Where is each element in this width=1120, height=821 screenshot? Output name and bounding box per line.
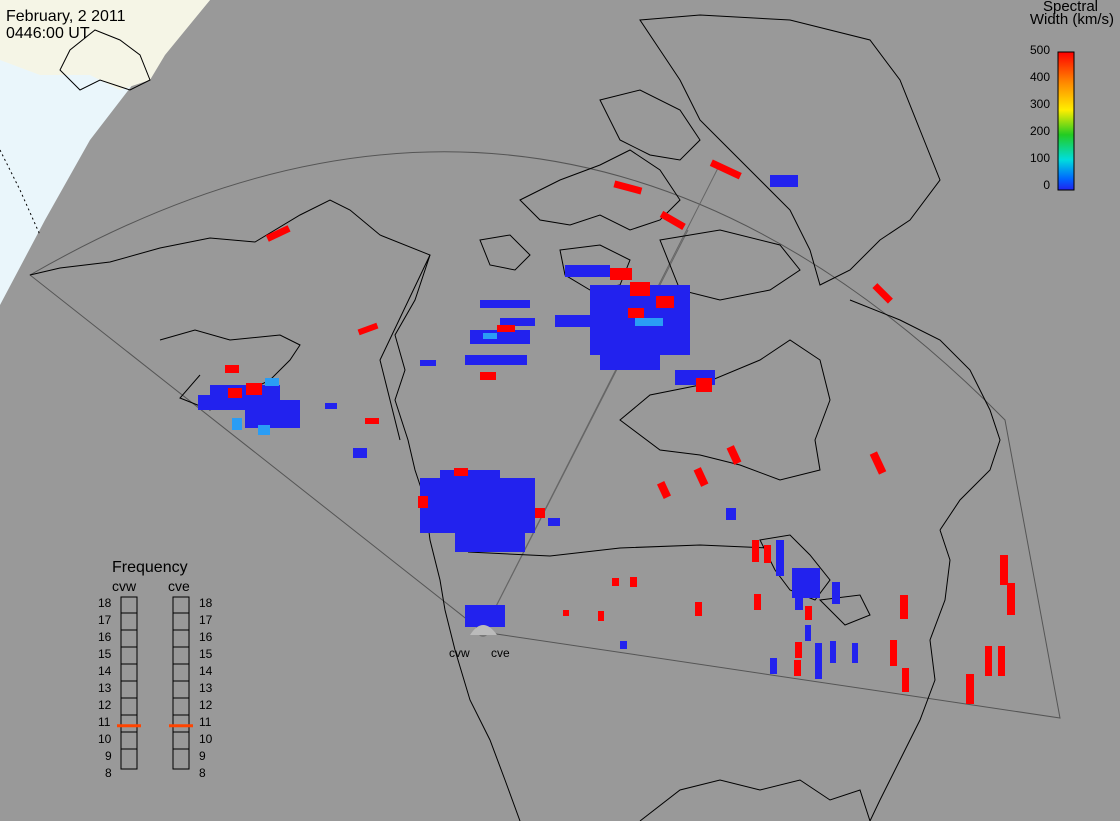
colorbar-tick: 200	[1029, 124, 1050, 138]
frequency-boxes	[120, 596, 190, 770]
frequency-tick-right: 11	[199, 715, 212, 729]
daylight-land	[0, 0, 210, 90]
frequency-tick-right: 14	[199, 664, 213, 678]
frequency-tick-right: 9	[199, 749, 206, 763]
frequency-tick-right: 8	[199, 766, 206, 780]
echo-blue	[198, 175, 858, 679]
echo-red	[225, 159, 1015, 704]
frequency-tick-left: 15	[98, 647, 112, 661]
frequency-tick-left: 18	[98, 596, 112, 610]
frequency-tick-left: 16	[98, 630, 112, 644]
colorbar-tick: 500	[1029, 43, 1050, 57]
frequency-tick-right: 13	[199, 681, 213, 695]
frequency-tick-left: 11	[98, 715, 111, 729]
frequency-tick-left: 14	[98, 664, 112, 678]
radar-site-halo	[470, 625, 497, 635]
frequency-tick-right: 16	[199, 630, 213, 644]
colorbar-tick: 400	[1029, 70, 1050, 84]
frequency-tick-right: 17	[199, 613, 213, 627]
time-label: 0446:00 UT	[6, 25, 90, 42]
frequency-tick-right: 15	[199, 647, 213, 661]
field-of-view	[29, 151, 1061, 719]
colorbar-title-line2: Width (km/s)	[1029, 11, 1114, 28]
date-label: February, 2 2011	[6, 8, 126, 25]
radar-label-cve: cve	[491, 646, 510, 660]
frequency-tick-right: 18	[199, 596, 213, 610]
frequency-tick-right: 12	[199, 698, 213, 712]
colorbar-tick: 100	[1029, 151, 1050, 165]
colorbar-title-line1: Spectral	[1042, 0, 1098, 15]
frequency-tick-left: 8	[105, 766, 112, 780]
frequency-tick-left: 10	[98, 732, 112, 746]
frequency-tick-left: 9	[105, 749, 112, 763]
colorbar-tick: 0	[1043, 178, 1050, 192]
colorbar	[1057, 51, 1075, 191]
radar-label-cvw: cvw	[449, 646, 470, 660]
frequency-tick-left: 17	[98, 613, 112, 627]
frequency-radar1-label: cvw	[112, 578, 137, 594]
echo-lightblue	[232, 318, 663, 435]
frequency-radar2-label: cve	[168, 578, 190, 594]
frequency-tick-right: 10	[199, 732, 213, 746]
borders	[379, 254, 771, 557]
frequency-tick-left: 13	[98, 681, 112, 695]
daylight-region	[0, 0, 210, 305]
frequency-tick-left: 12	[98, 698, 112, 712]
colorbar-tick: 300	[1029, 97, 1050, 111]
frequency-title: Frequency	[112, 559, 188, 576]
greenland-daylight-coast	[59, 29, 151, 91]
